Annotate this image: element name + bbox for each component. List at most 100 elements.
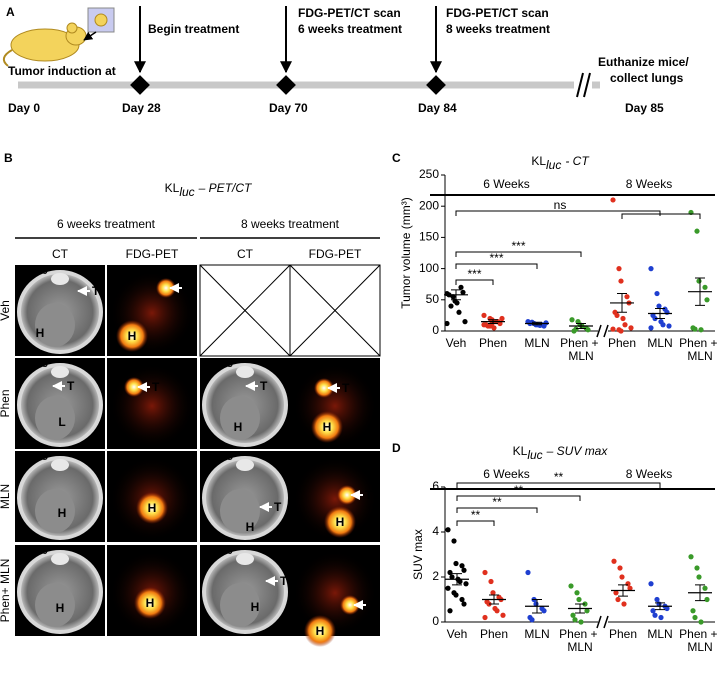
panel-letter: A [6, 5, 15, 19]
region-label: H [58, 506, 67, 520]
data-point [459, 596, 465, 603]
significance-bracket [456, 520, 495, 526]
error-bar [655, 602, 665, 611]
data-point [444, 320, 450, 327]
event-diamond [130, 75, 150, 95]
data-point [584, 608, 590, 614]
data-point [656, 303, 662, 309]
title-part: KL [531, 154, 546, 168]
data-point [445, 585, 451, 591]
y-tick-label: 0 [432, 323, 439, 337]
data-point [610, 326, 616, 332]
data-point [702, 284, 708, 290]
data-point [482, 614, 488, 621]
region-label: T [92, 284, 100, 298]
mouse-id: M173 [203, 356, 233, 370]
data-point [543, 320, 549, 326]
data-point [541, 608, 547, 614]
region-label: H [128, 329, 137, 343]
day-label: Day 0 [8, 101, 40, 115]
data-point [461, 567, 467, 573]
significance-label: *** [489, 251, 503, 265]
data-point [613, 590, 619, 596]
significance-label: ** [471, 508, 481, 522]
ct-spine [51, 273, 69, 285]
data-point [692, 614, 698, 621]
x-tick-label: Phen [609, 627, 637, 641]
mouse-illustration [2, 7, 115, 67]
data-point [704, 297, 710, 303]
row-label: MLN [0, 484, 12, 509]
data-point [650, 608, 656, 614]
timepoint-label: 8 weeks treatment [241, 217, 340, 231]
data-point [529, 617, 535, 623]
data-point [625, 581, 631, 587]
data-point [610, 197, 616, 203]
region-label: T [184, 281, 192, 295]
x-tick-label: Phen [480, 627, 508, 641]
region-label: T [368, 598, 376, 612]
data-point [696, 574, 702, 580]
data-point [622, 322, 628, 328]
region-label: H [316, 624, 325, 638]
region-label: H [336, 515, 345, 529]
x-tick-label: Phen + MLN [559, 627, 601, 654]
event-label: Euthanize mice/ [598, 55, 689, 69]
data-point [525, 569, 531, 576]
mouse-id: M210 [18, 263, 48, 277]
data-point [628, 325, 634, 331]
region-label: L [58, 415, 65, 429]
ct-spine [51, 459, 69, 471]
data-point [576, 596, 582, 603]
data-point [491, 325, 497, 331]
title-part: - CT [565, 154, 590, 168]
error-bar [695, 584, 705, 602]
significance-bracket [456, 495, 581, 501]
pet-glow [293, 551, 377, 635]
error-bar [695, 277, 705, 306]
significance-label: ns [554, 198, 567, 212]
ct-spine [51, 366, 69, 378]
y-tick-label: 2 [432, 569, 439, 583]
data-point [618, 328, 624, 334]
significance-bracket [456, 507, 538, 513]
significance-label: ** [554, 470, 564, 484]
data-point [463, 581, 469, 587]
data-point [688, 554, 694, 560]
data-point [619, 574, 625, 580]
data-point [692, 326, 698, 332]
data-point [696, 278, 702, 284]
data-point [694, 565, 700, 571]
region-label: H [234, 420, 243, 434]
data-point [451, 538, 457, 544]
ct-spine [51, 553, 69, 565]
mouse-id: M200 [293, 543, 323, 557]
data-point [453, 592, 459, 598]
data-point [611, 558, 617, 564]
data-point [660, 322, 666, 328]
mouse-id: M200 [18, 543, 48, 557]
data-point [616, 266, 622, 272]
data-point [457, 578, 463, 585]
data-point [664, 605, 670, 612]
pet-glow [110, 364, 194, 448]
error-bar [617, 293, 627, 313]
y-tick-label: 6 [432, 479, 439, 493]
mouse-id: M173 [293, 356, 323, 370]
significance-bracket [456, 482, 661, 488]
region-label: H [148, 501, 157, 515]
day-label: Day 84 [418, 101, 457, 115]
significance-bracket [621, 213, 701, 219]
x-tick-label: Phen + MLN [679, 627, 721, 654]
event-label: FDG-PET/CT scan [446, 6, 549, 20]
group-label: 8 Weeks [626, 467, 672, 481]
data-point [698, 327, 704, 333]
column-label: CT [52, 247, 69, 261]
data-point [449, 574, 455, 580]
data-point [461, 601, 467, 607]
data-point [618, 278, 624, 284]
data-point [453, 560, 459, 567]
group-label: 8 Weeks [626, 177, 672, 191]
x-tick-label: Phen + MLN [679, 336, 721, 363]
data-point [620, 315, 626, 322]
